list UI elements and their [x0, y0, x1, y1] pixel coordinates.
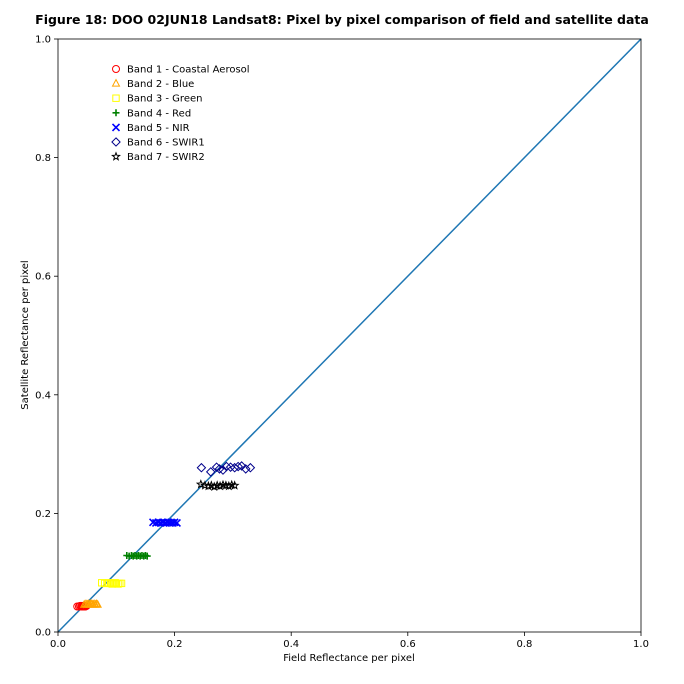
data-point — [196, 462, 207, 473]
legend-marker — [111, 137, 121, 147]
data-point — [92, 599, 101, 608]
data-point — [218, 479, 228, 490]
x-tick-label: 0.8 — [516, 639, 532, 650]
data-point — [214, 464, 225, 474]
x-axis-label: Field Reflectance per pixel — [283, 653, 415, 664]
x-tick-label: 0.6 — [400, 639, 416, 650]
y-axis-label: Satellite Reflectance per pixel — [20, 260, 31, 409]
data-point — [117, 579, 126, 588]
chart-title: Figure 18: DOO 02JUN18 Landsat8: Pixel b… — [35, 12, 649, 27]
y-tick-label: 0.2 — [35, 509, 51, 520]
x-tick-label: 0.4 — [283, 639, 299, 650]
x-tick-label: 0.2 — [167, 639, 183, 650]
data-point — [93, 599, 102, 608]
data-point — [218, 465, 228, 475]
data-point — [203, 480, 214, 491]
data-point — [233, 461, 243, 472]
legend-marker — [111, 151, 121, 161]
data-point — [170, 518, 179, 527]
data-point — [245, 462, 256, 473]
y-tick-label: 1.0 — [35, 35, 51, 46]
x-tick-label: 1.0 — [633, 639, 649, 650]
data-point — [226, 479, 237, 490]
y-tick-label: 0.6 — [35, 272, 51, 283]
data-point — [205, 467, 216, 477]
data-point — [240, 464, 251, 474]
legend: Band 1 - Coastal Aerosol Band 2 - Blue Ban… — [111, 65, 250, 163]
legend-marker — [111, 78, 121, 87]
legend-marker — [111, 123, 121, 132]
legend-marker — [112, 109, 120, 117]
y-tick-label: 0.8 — [35, 153, 51, 164]
data-point — [221, 461, 232, 472]
data-point — [229, 480, 240, 490]
data-point — [211, 462, 222, 472]
legend-label: Band 3 - Green — [127, 94, 202, 105]
data-point — [236, 461, 247, 471]
data-point — [172, 518, 181, 527]
legend-label: Band 2 - Blue — [127, 79, 194, 90]
data-point — [195, 479, 206, 489]
plot-frame — [57, 38, 642, 633]
data-point — [143, 552, 151, 560]
plot-area: 0.0 0.2 0.4 0.6 0.8 1.0 0.0 0.2 0.4 0.6 0.8 1.0 — [35, 35, 649, 651]
legend-marker — [112, 65, 120, 73]
legend-label: Band 7 - SWIR2 — [127, 152, 205, 163]
y-tick-label: 0.0 — [35, 628, 51, 639]
legend-label: Band 1 - Coastal Aerosol — [127, 65, 250, 76]
legend-label: Band 6 - SWIR1 — [127, 138, 205, 149]
legend-label: Band 4 - Red — [127, 108, 191, 119]
data-point — [225, 462, 236, 472]
y-tick-label: 0.4 — [35, 390, 51, 401]
legend-marker — [112, 94, 120, 102]
x-tick-label: 0.0 — [50, 639, 66, 650]
one-to-one-line — [57, 38, 642, 633]
legend-label: Band 5 - NIR — [127, 123, 190, 134]
